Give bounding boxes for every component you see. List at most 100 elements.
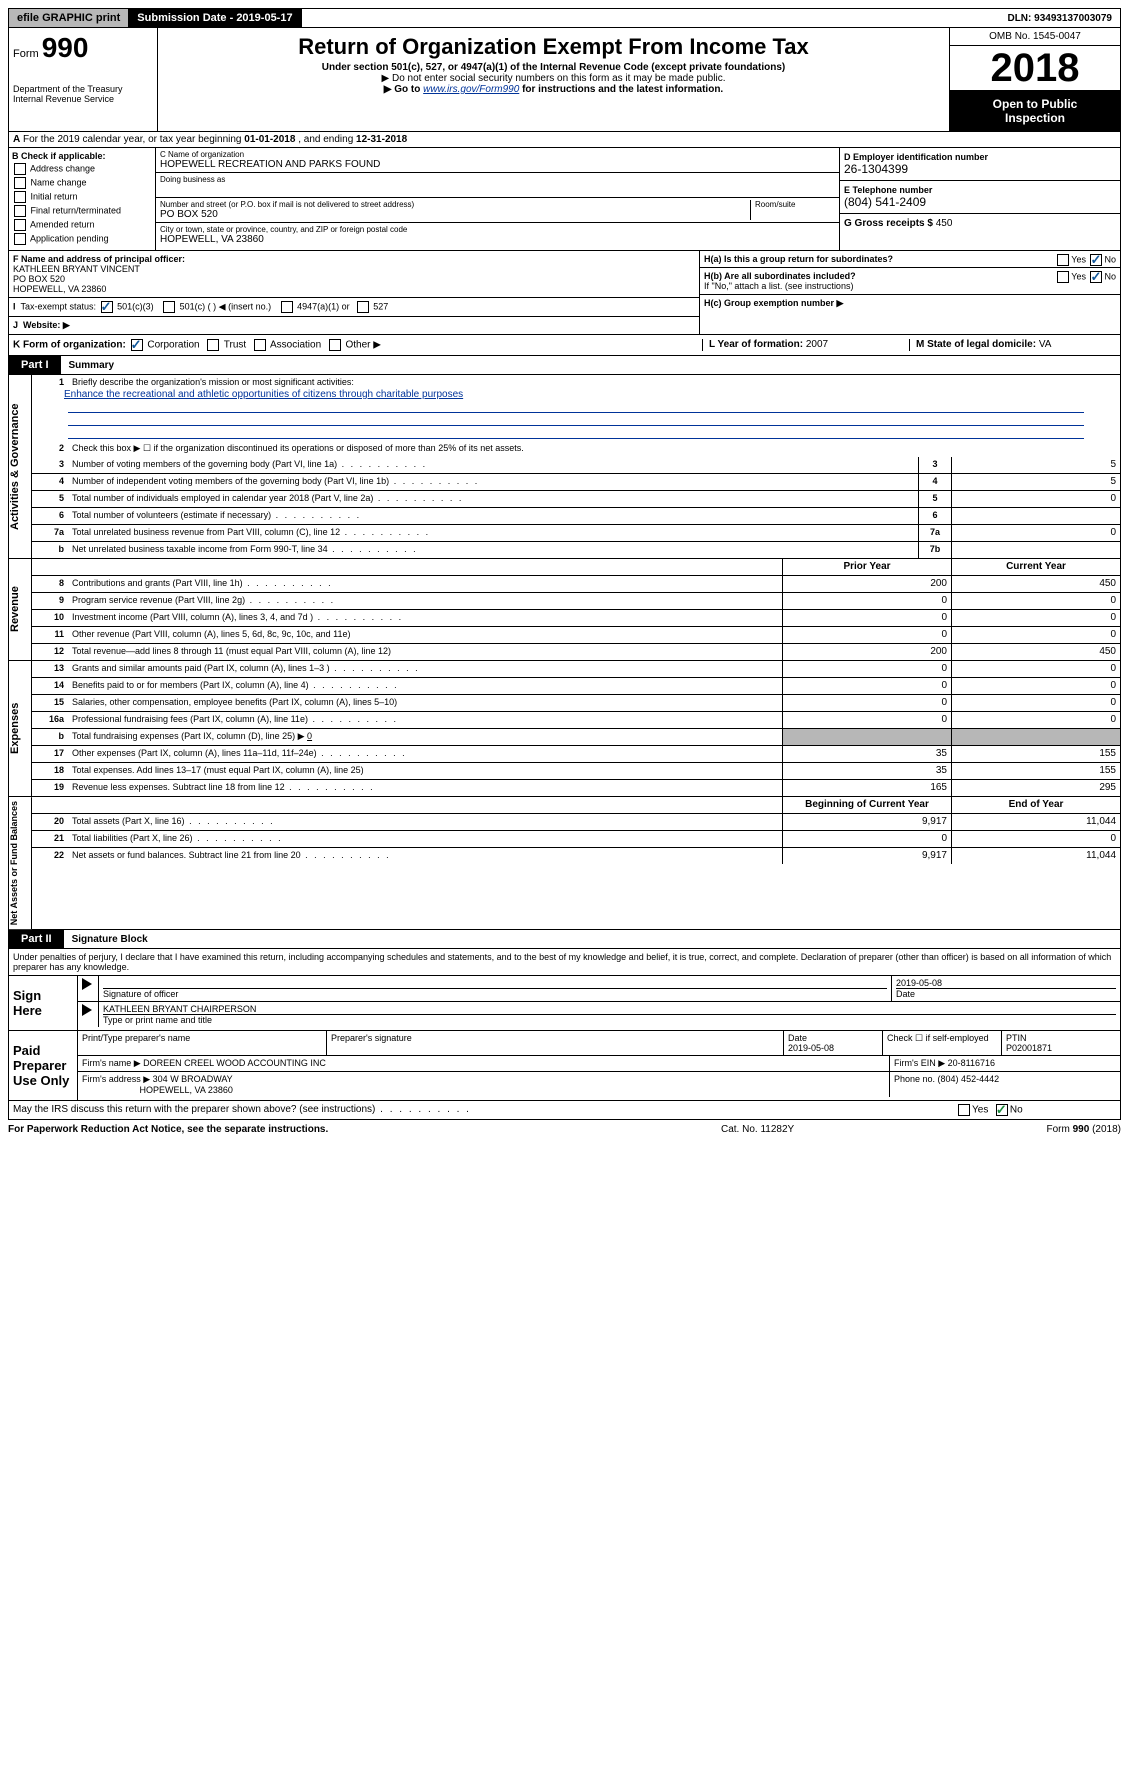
form-number-block: Form 990 Department of the Treasury Inte…	[9, 28, 158, 131]
sig-date: 2019-05-08	[896, 978, 1116, 989]
irs-link[interactable]: www.irs.gov/Form990	[423, 84, 519, 95]
phone: (804) 541-2409	[844, 195, 1116, 209]
submission-date: Submission Date - 2019-05-17	[129, 9, 301, 27]
topbar: efile GRAPHIC print Submission Date - 20…	[8, 8, 1121, 28]
mission-text: Enhance the recreational and athletic op…	[64, 389, 1088, 400]
firm-phone: (804) 452-4442	[938, 1074, 1000, 1084]
sub3-post: for instructions and the latest informat…	[522, 84, 723, 95]
l3-txt: Number of voting members of the governin…	[68, 457, 918, 473]
l10-c: 0	[951, 610, 1120, 626]
l11: Other revenue (Part VIII, column (A), li…	[68, 627, 782, 643]
part2-ttl: Signature Block	[64, 934, 148, 945]
a-mid: , and ending	[298, 134, 356, 145]
chk-assoc[interactable]	[254, 339, 266, 351]
m-val: VA	[1039, 339, 1052, 350]
l7a-num: 7a	[32, 525, 68, 541]
h-note: If "No," attach a list. (see instruction…	[704, 281, 853, 291]
chk-name-change[interactable]: Name change	[12, 177, 152, 189]
firm-ein: 20-8116716	[948, 1058, 995, 1068]
footer: For Paperwork Reduction Act Notice, see …	[8, 1120, 1121, 1139]
section-j: J Website: ▶	[9, 317, 699, 334]
l7b-txt: Net unrelated business taxable income fr…	[68, 542, 918, 558]
l7b-val	[951, 542, 1120, 558]
l9-p: 0	[782, 593, 951, 609]
chk-501c3[interactable]	[101, 301, 113, 313]
addr-lbl: Number and street (or P.O. box if mail i…	[160, 200, 750, 209]
form-title: Return of Organization Exempt From Incom…	[168, 34, 939, 60]
l9-c: 0	[951, 593, 1120, 609]
dln: DLN: 93493137003079	[999, 10, 1120, 27]
hb-yes[interactable]	[1057, 271, 1069, 283]
org-name: HOPEWELL RECREATION AND PARKS FOUND	[160, 159, 835, 170]
room-lbl: Room/suite	[755, 200, 835, 209]
chk-501c[interactable]	[163, 301, 175, 313]
discuss-no[interactable]	[996, 1104, 1008, 1116]
l6-txt: Total number of volunteers (estimate if …	[68, 508, 918, 524]
l5-val: 0	[951, 491, 1120, 507]
chk-527[interactable]	[357, 301, 369, 313]
row-a: A For the 2019 calendar year, or tax yea…	[8, 132, 1121, 148]
l6-num: 6	[32, 508, 68, 524]
openpub2: Inspection	[952, 111, 1118, 125]
part1-header: Part I Summary	[8, 356, 1121, 375]
city: HOPEWELL, VA 23860	[160, 234, 835, 245]
part1-ttl: Summary	[61, 360, 115, 371]
d-lbl: D Employer identification number	[844, 152, 1116, 162]
firm-name: DOREEN CREEL WOOD ACCOUNTING INC	[143, 1058, 326, 1068]
chk-final-return[interactable]: Final return/terminated	[12, 205, 152, 217]
paid-prep-lbl: Paid Preparer Use Only	[9, 1031, 78, 1100]
spacer	[302, 15, 318, 21]
ha-lbl: H(a) Is this a group return for subordin…	[704, 254, 893, 264]
a-begin: 01-01-2018	[244, 134, 295, 145]
form-header: Form 990 Department of the Treasury Inte…	[8, 28, 1121, 132]
l4-val: 5	[951, 474, 1120, 490]
footer-l: For Paperwork Reduction Act Notice, see …	[8, 1124, 721, 1135]
firm-name-lbl: Firm's name ▶	[82, 1058, 141, 1068]
firm-ein-lbl: Firm's EIN ▶	[894, 1058, 945, 1068]
l18: Total expenses. Add lines 13–17 (must eq…	[68, 763, 782, 779]
l8-p: 200	[782, 576, 951, 592]
l20: Total assets (Part X, line 16)	[68, 814, 782, 830]
l5-num: 5	[32, 491, 68, 507]
hdr-prior: Prior Year	[782, 559, 951, 575]
ptin-lbl: PTIN	[1006, 1033, 1116, 1043]
chk-initial-return[interactable]: Initial return	[12, 191, 152, 203]
chk-other[interactable]	[329, 339, 341, 351]
prep-date-lbl: Date	[788, 1033, 878, 1043]
f-addr1: PO BOX 520	[13, 274, 65, 284]
g-lbl: G Gross receipts $	[844, 218, 936, 229]
chk-amended[interactable]: Amended return	[12, 219, 152, 231]
l-val: 2007	[806, 339, 828, 350]
l2-num: 2	[32, 441, 68, 457]
discuss-yes[interactable]	[958, 1104, 970, 1116]
openpub1: Open to Public	[952, 97, 1118, 111]
l16a: Professional fundraising fees (Part IX, …	[68, 712, 782, 728]
phone-lbl: Phone no.	[894, 1074, 938, 1084]
l10-p: 0	[782, 610, 951, 626]
hdr-curr: Current Year	[951, 559, 1120, 575]
date-lbl: Date	[896, 989, 1116, 999]
chk-app-pending[interactable]: Application pending	[12, 233, 152, 245]
chk-corp[interactable]	[131, 339, 143, 351]
chk-4947[interactable]	[281, 301, 293, 313]
hb-no[interactable]	[1090, 271, 1102, 283]
l16b: Total fundraising expenses (Part IX, col…	[68, 729, 782, 745]
section-b: B Check if applicable: Address change Na…	[9, 148, 156, 250]
firm-addr2: HOPEWELL, VA 23860	[140, 1085, 233, 1095]
l7b-box: 7b	[918, 542, 951, 558]
l7a-val: 0	[951, 525, 1120, 541]
section-f: F Name and address of principal officer:…	[9, 251, 699, 298]
form-prefix: Form	[13, 48, 39, 60]
chk-trust[interactable]	[207, 339, 219, 351]
netassets-section: Net Assets or Fund Balances Beginning of…	[8, 797, 1121, 930]
c-name-lbl: C Name of organization	[160, 150, 835, 159]
f-lbl: F Name and address of principal officer:	[13, 254, 185, 264]
subtitle2: ▶ Do not enter social security numbers o…	[168, 73, 939, 84]
chk-address-change[interactable]: Address change	[12, 163, 152, 175]
ha-no[interactable]	[1090, 254, 1102, 266]
ha-yes[interactable]	[1057, 254, 1069, 266]
f-name: KATHLEEN BRYANT VINCENT	[13, 264, 140, 274]
j-lbl: Website: ▶	[23, 320, 70, 330]
prep-check: Check ☐ if self-employed	[883, 1031, 1002, 1055]
prep-name-lbl: Print/Type preparer's name	[82, 1033, 322, 1043]
